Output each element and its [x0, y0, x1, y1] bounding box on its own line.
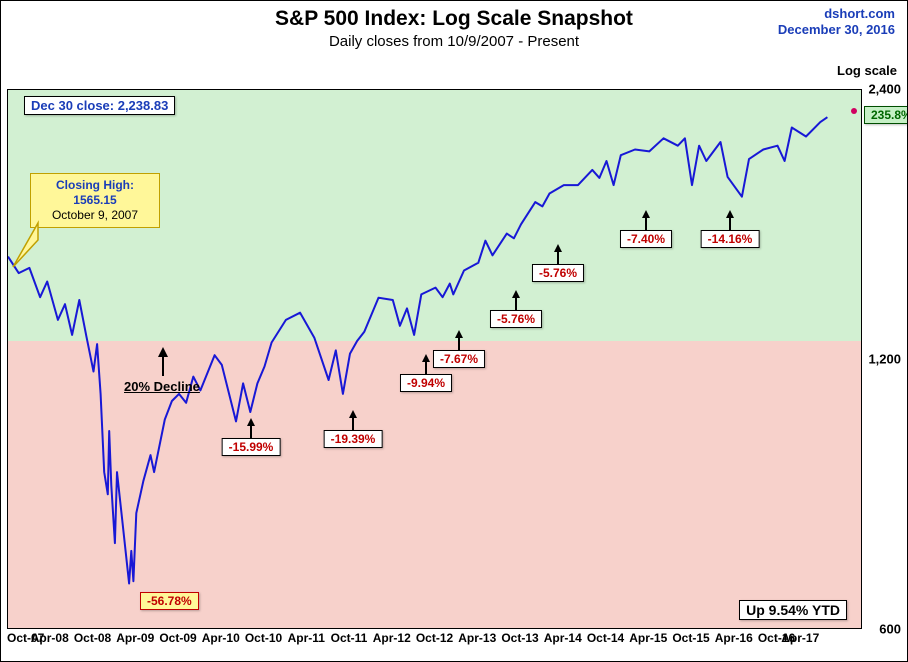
closing-high-l3: October 9, 2007	[39, 208, 151, 223]
drawdown-arrow-icon	[512, 290, 520, 298]
drawdown-arrow-icon	[726, 210, 734, 218]
attribution-site: dshort.com	[778, 6, 895, 22]
ytick-label: 2,400	[868, 82, 901, 97]
closing-high-callout: Closing High: 1565.15 October 9, 2007	[30, 173, 160, 228]
closing-high-l2: 1565.15	[39, 193, 151, 208]
xtick-label: Apr-10	[202, 631, 240, 645]
xtick-label: Apr-13	[458, 631, 496, 645]
xtick-label: Oct-14	[587, 631, 624, 645]
decline-label: 20% Decline	[124, 379, 200, 394]
ytd-annotation: Up 9.54% YTD	[739, 600, 847, 620]
chart-title: S&P 500 Index: Log Scale Snapshot	[1, 7, 907, 31]
drawdown-annotation: -7.40%	[620, 230, 672, 248]
ytick-label: 1,200	[868, 352, 901, 367]
drawdown-annotation: -7.67%	[433, 350, 485, 368]
xtick-label: Oct-15	[672, 631, 709, 645]
title-block: S&P 500 Index: Log Scale Snapshot Daily …	[1, 7, 907, 50]
drawdown-annotation: -5.76%	[532, 264, 584, 282]
y-axis-title: Log scale	[837, 63, 897, 78]
ytick-label: 600	[879, 622, 901, 637]
callout-tail-svg	[10, 220, 40, 270]
xtick-label: Oct-08	[74, 631, 111, 645]
drawdown-annotation: -15.99%	[222, 438, 281, 456]
xtick-label: Oct-09	[159, 631, 196, 645]
attribution-date: December 30, 2016	[778, 22, 895, 38]
drawdown-arrow-icon	[247, 418, 255, 426]
xtick-label: Oct-13	[501, 631, 538, 645]
xtick-label: Apr-16	[715, 631, 753, 645]
drawdown-annotation: -14.16%	[701, 230, 760, 248]
chart-container: S&P 500 Index: Log Scale Snapshot Daily …	[0, 0, 908, 662]
xtick-label: Apr-12	[373, 631, 411, 645]
drawdown-arrow-icon	[554, 244, 562, 252]
close-annotation: Dec 30 close: 2,238.83	[24, 96, 175, 115]
xtick-label: Apr-15	[629, 631, 667, 645]
drawdown-annotation: -5.76%	[490, 310, 542, 328]
xtick-label: Oct-12	[416, 631, 453, 645]
attribution: dshort.com December 30, 2016	[778, 6, 895, 39]
final-pct-annotation: 235.8%	[864, 106, 908, 124]
xtick-label: Oct-10	[245, 631, 282, 645]
xtick-label: Apr-17	[781, 631, 819, 645]
decline-arrow-icon	[158, 347, 168, 357]
low-callout: -56.78%	[140, 592, 199, 610]
xtick-label: Oct-11	[331, 631, 368, 645]
plot-area: Dec 30 close: 2,238.83 Closing High: 156…	[7, 89, 862, 629]
xtick-label: Apr-11	[288, 631, 325, 645]
closing-high-l1: Closing High:	[39, 178, 151, 193]
drawdown-arrow-icon	[642, 210, 650, 218]
xtick-label: Apr-14	[544, 631, 582, 645]
drawdown-annotation: -9.94%	[400, 374, 452, 392]
final-point-marker	[851, 108, 857, 114]
drawdown-arrow-icon	[349, 410, 357, 418]
drawdown-annotation: -19.39%	[324, 430, 383, 448]
drawdown-arrow-icon	[422, 354, 430, 362]
xtick-label: Apr-08	[31, 631, 69, 645]
drawdown-arrow-icon	[455, 330, 463, 338]
chart-subtitle: Daily closes from 10/9/2007 - Present	[1, 33, 907, 50]
xtick-label: Apr-09	[116, 631, 154, 645]
